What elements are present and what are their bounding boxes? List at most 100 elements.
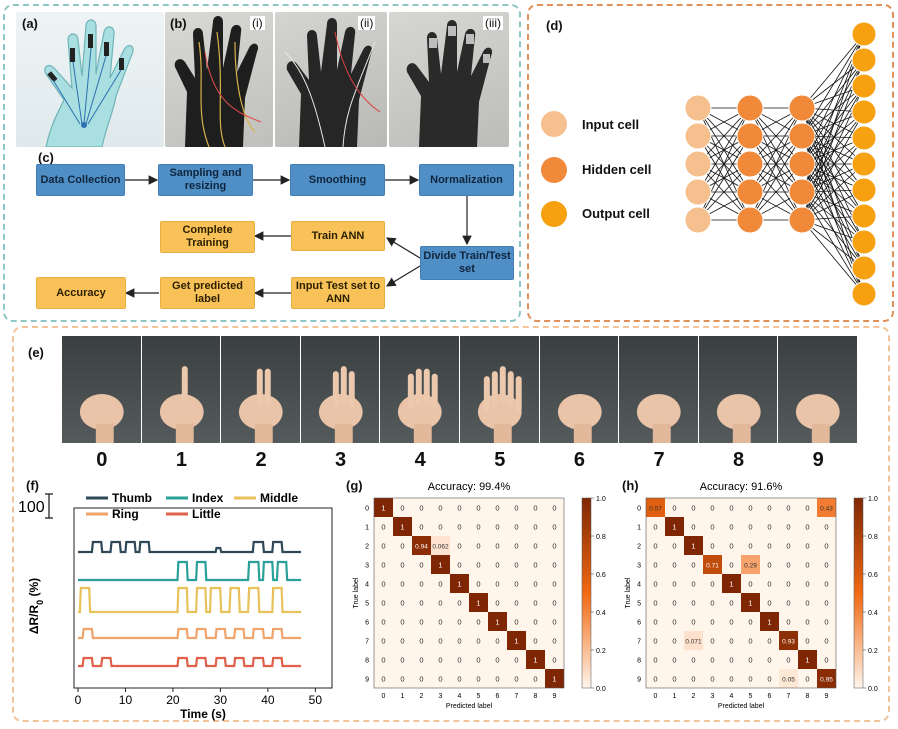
cm-cell: [488, 631, 507, 650]
cm-cell: [703, 555, 722, 574]
panel-abc-border: [3, 4, 521, 322]
cm-cell-value: 0.71: [706, 563, 719, 570]
cm-cell-value: 0: [457, 599, 461, 608]
cm-cell: [798, 536, 817, 555]
nn-neuron: [788, 94, 816, 122]
cm-cell-value: 0: [805, 580, 809, 589]
cm-cell: [526, 612, 545, 631]
cm-cell-value: 1: [457, 580, 461, 589]
cm-cell-value: 0: [710, 542, 714, 551]
cm-cell-value: 0: [767, 599, 771, 608]
nn-neuron: [851, 73, 877, 99]
cm-cell-value: 0: [400, 580, 404, 589]
label-h: (h): [622, 478, 639, 493]
cm-cell: [393, 498, 412, 517]
label-d: (d): [546, 18, 563, 33]
cm-cell-value: 0: [400, 618, 404, 627]
cm-x-tick-label: 3: [711, 693, 715, 700]
nn-connection: [801, 163, 865, 243]
cm-colorbar-tick-label: 1.0: [596, 496, 606, 503]
nn-neuron: [851, 255, 877, 281]
cm-cell-value: 0: [476, 675, 480, 684]
cm-cell: [374, 669, 393, 688]
cm-cell: [665, 593, 684, 612]
flow-normalization: Normalization: [419, 164, 514, 196]
cm-cell-value: 0: [400, 637, 404, 646]
gesture-label-5: 5: [494, 449, 506, 471]
cm-cell-value: 0: [476, 504, 480, 513]
cm-x-tick-label: 9: [553, 693, 557, 700]
cm-cell-value: 0: [495, 675, 499, 684]
nn-connection: [801, 191, 865, 269]
gesture-label-0: 0: [96, 449, 108, 471]
cm-cell-value: 0: [691, 561, 695, 570]
cm-cell-value: 0: [805, 637, 809, 646]
cm-y-tick-label: 8: [365, 658, 369, 665]
cm-cell-value: 0: [672, 542, 676, 551]
cm-cell: [741, 593, 760, 612]
cm-cell-value: 0: [533, 504, 537, 513]
cm-cell: [412, 517, 431, 536]
cm-cell-value: 0: [786, 618, 790, 627]
cm-cell-value: 0: [514, 599, 518, 608]
nn-neuron: [851, 229, 877, 255]
nn-neuron: [736, 122, 764, 150]
gesture-photo-4: [380, 336, 459, 443]
cm-cell: [488, 555, 507, 574]
signal-x-tick-label: 30: [214, 693, 228, 707]
cm-cell-value: 0: [419, 561, 423, 570]
nn-connection: [801, 111, 865, 221]
cm-cell: [684, 574, 703, 593]
cm-cell: [545, 555, 564, 574]
cm-cell-value: 0: [729, 599, 733, 608]
cm-y-tick-label: 4: [365, 582, 369, 589]
cm-colorbar: [581, 497, 592, 689]
cm-x-tick-label: 4: [730, 693, 734, 700]
cm-cell: [469, 517, 488, 536]
cm-y-tick-label: 9: [365, 677, 369, 684]
cm-cell-value: 0: [805, 618, 809, 627]
cm-cell-value: 0: [729, 675, 733, 684]
cm-cell: [412, 498, 431, 517]
cm-cell: [665, 631, 684, 650]
cm-cell: [374, 574, 393, 593]
nn-connection: [801, 111, 865, 193]
cm-y-tick-label: 6: [637, 620, 641, 627]
cm-cell: [450, 593, 469, 612]
cm-cell: [798, 631, 817, 650]
cm-cell: [526, 593, 545, 612]
glove-photo-iii: [389, 12, 509, 147]
cm-y-axis-label: True label: [625, 577, 632, 608]
nn-connection: [801, 33, 865, 109]
cm-colorbar-tick-label: 0.8: [596, 534, 606, 541]
nn-neuron: [684, 178, 712, 206]
neural-network-diagram: [684, 21, 877, 307]
gesture-photo-9: [778, 336, 857, 443]
cm-cell-value: 0: [786, 561, 790, 570]
cm-y-tick-label: 5: [637, 601, 641, 608]
flow-get-predicted: Get predicted label: [160, 277, 255, 309]
cm-cell-value: 0: [824, 618, 828, 627]
cm-cell: [684, 536, 703, 555]
nn-connection: [801, 33, 865, 137]
cm-cell-value: 0: [552, 504, 556, 513]
cm-x-tick-label: 0: [654, 693, 658, 700]
cm-cell: [374, 631, 393, 650]
cm-cell-value: 0.062: [432, 544, 449, 551]
cm-cell: [646, 498, 665, 517]
panel-efgh-border: [12, 326, 890, 722]
cm-cell: [646, 593, 665, 612]
legend-hidden-cell: Hidden cell: [582, 162, 652, 177]
signal-x-tick-label: 20: [166, 693, 180, 707]
cm-y-tick-label: 2: [365, 544, 369, 551]
nn-neuron: [851, 151, 877, 177]
cm-cell: [545, 574, 564, 593]
cm-cell: [545, 612, 564, 631]
cm-cell-value: 0: [824, 580, 828, 589]
cm-cell: [507, 669, 526, 688]
cm-frame: [645, 497, 837, 689]
cm-cell-value: 1: [672, 523, 676, 532]
legend-output-cell: Output cell: [582, 206, 650, 221]
cm-cell: [684, 593, 703, 612]
cm-cell: [488, 612, 507, 631]
